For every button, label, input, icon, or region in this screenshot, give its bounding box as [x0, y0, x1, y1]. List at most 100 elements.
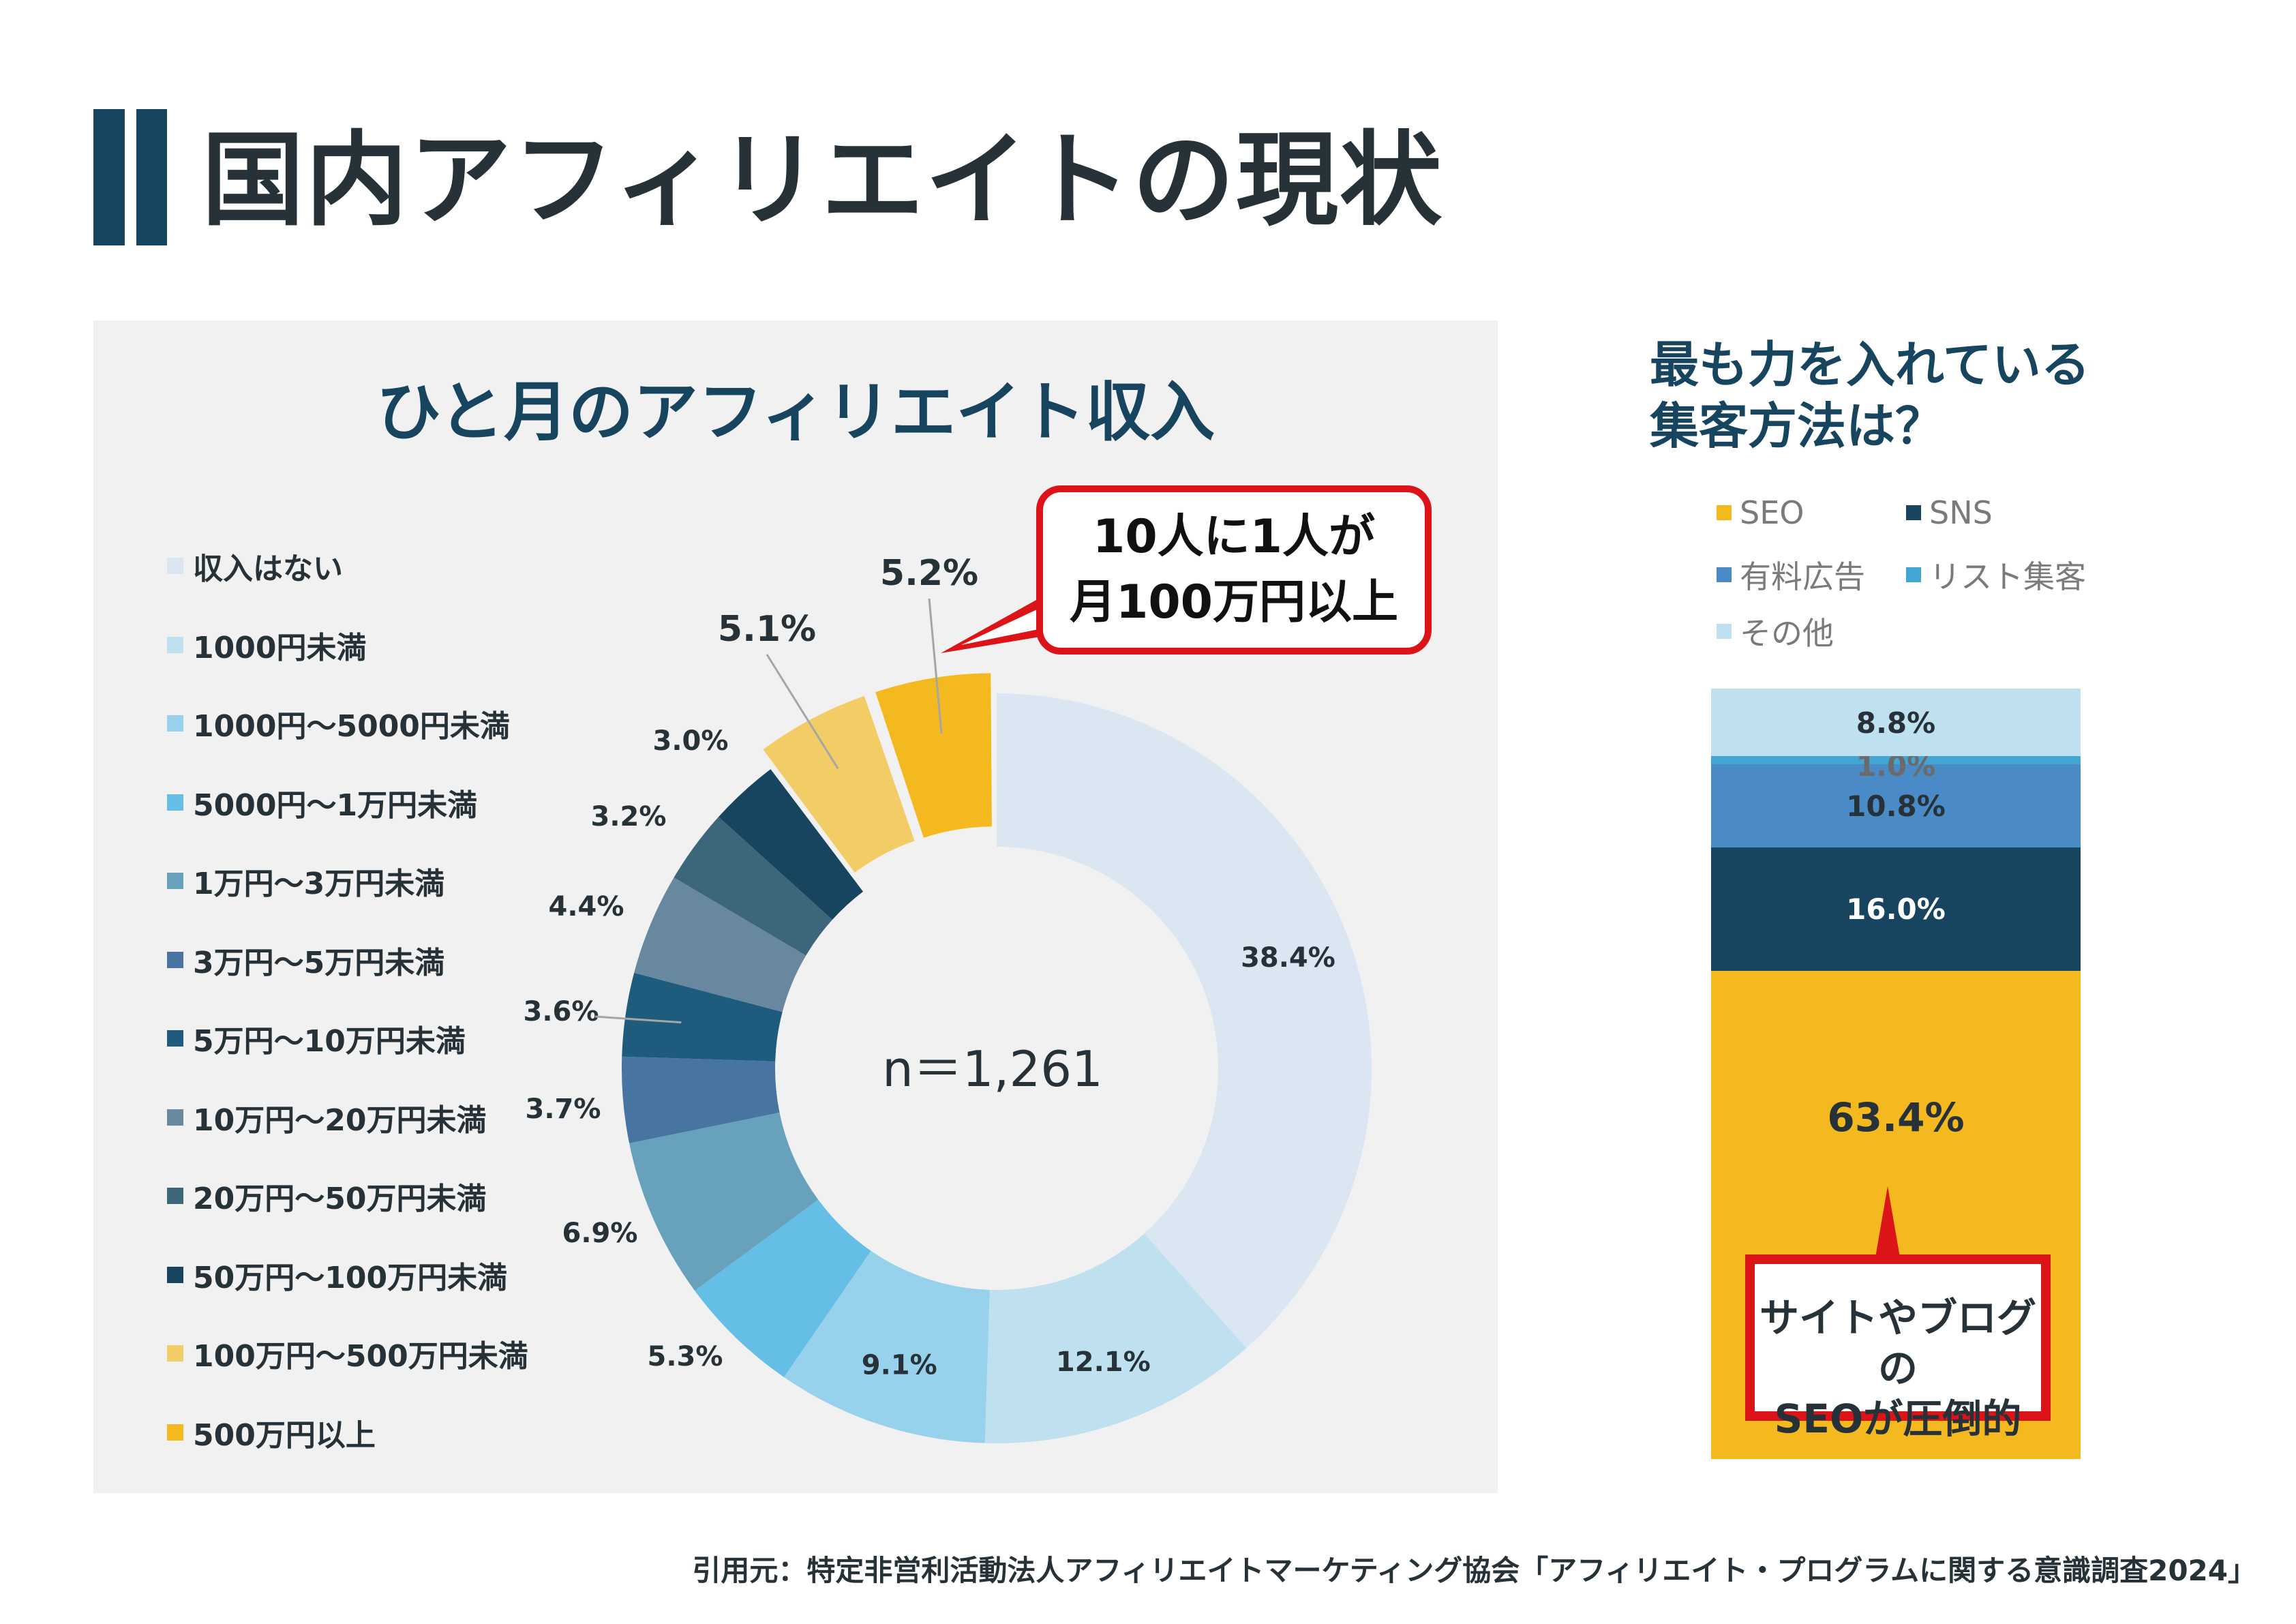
legend-item: 3万円～5万円未満 [167, 939, 444, 980]
legend-item: 収入はない [167, 545, 343, 586]
legend-swatch [167, 1266, 183, 1283]
legend-swatch [167, 951, 183, 968]
slice-label: 12.1% [1056, 1347, 1151, 1378]
donut-slice [695, 1199, 871, 1377]
legend-item: 5000円～1万円未満 [167, 782, 477, 823]
leader-line [766, 654, 839, 770]
donut-slice [719, 769, 864, 920]
stack-segment [1711, 689, 2081, 757]
legend-swatch [1717, 505, 1732, 520]
slice-label: 3.2% [591, 801, 667, 832]
legend-swatch [1906, 567, 1921, 582]
method-legend-item: 有料広告 [1717, 552, 1865, 597]
legend-item: 500万円以上 [167, 1412, 376, 1453]
donut-slice [984, 1233, 1247, 1443]
donut-slice [784, 1250, 990, 1443]
callout-line: 10人に1人が [1093, 510, 1375, 564]
legend-item: 1000円～5000円未満 [167, 703, 510, 744]
donut-slice [875, 673, 992, 838]
donut-center-label: n＝1,261 [882, 1040, 1103, 1098]
slice-label: 5.2% [880, 553, 978, 594]
legend-item: 20万円～50万円未満 [167, 1175, 486, 1216]
legend-swatch [1717, 624, 1732, 639]
legend-label: 5万円～10万円未満 [193, 1024, 466, 1059]
legend-label: 10万円～20万円未満 [193, 1102, 487, 1138]
legend-swatch [167, 715, 183, 732]
legend-label: その他 [1740, 615, 1834, 652]
slice-label: 5.3% [648, 1341, 723, 1372]
stack-segment [1711, 764, 2081, 847]
legend-swatch [167, 1109, 183, 1126]
method-legend-item: その他 [1717, 609, 1834, 654]
legend-label: 50万円～100万円未満 [193, 1260, 508, 1295]
page-title: 国内アフィリエイトの現状 [202, 121, 1444, 240]
legend-label: 500万円以上 [193, 1417, 376, 1453]
legend-swatch [167, 1345, 183, 1362]
stack-segment [1711, 847, 2081, 971]
legend-swatch [167, 1030, 183, 1047]
method-title-line: 集客方法は？ [1650, 397, 1945, 455]
donut-slice [763, 695, 915, 873]
stack-segment-label: 16.0% [1846, 892, 1946, 927]
legend-swatch [1717, 567, 1732, 582]
seo-callout: サイトやブログの SEOが圧倒的 [1745, 1254, 2051, 1442]
legend-swatch [167, 873, 183, 889]
method-legend-item: SEO [1717, 494, 1804, 531]
legend-item: 1000円未満 [167, 625, 366, 665]
title-accent-bar [93, 109, 125, 245]
legend-label: 100万円～500万円未満 [193, 1339, 528, 1374]
legend-label: 3万円～5万円未満 [193, 945, 445, 980]
legend-label: 1000円～5000円未満 [193, 709, 510, 744]
callout-tail [941, 593, 1048, 653]
stack-segment-label: 8.8% [1856, 706, 1936, 740]
legend-item: 100万円～500万円未満 [167, 1333, 528, 1374]
legend-label: SNS [1929, 494, 1993, 531]
legend-item: 1万円～3万円未満 [167, 860, 444, 901]
donut-slice [622, 1056, 780, 1143]
method-legend-item: SNS [1906, 494, 1993, 531]
legend-item: 10万円～20万円未満 [167, 1097, 486, 1138]
legend-swatch [1906, 505, 1921, 520]
slice-label: 38.4% [1241, 942, 1335, 974]
legend-swatch [167, 1424, 183, 1441]
method-legend-item: リスト集客 [1906, 552, 2086, 597]
income-chart-title: ひと月のアフィリエイト収入 [376, 375, 1215, 450]
legend-swatch [167, 558, 183, 574]
legend-label: 5000円～1万円未満 [193, 787, 478, 823]
citation: 引用元：特定非営利活動法人アフィリエイトマーケティング協会「アフィリエイト・プロ… [692, 1554, 2256, 1587]
legend-swatch [167, 1188, 183, 1204]
slice-label: 6.9% [562, 1218, 638, 1249]
legend-label: 1000円未満 [193, 630, 367, 665]
legend-item: 50万円～100万円未満 [167, 1254, 507, 1295]
slice-label: 3.7% [526, 1094, 601, 1125]
income-callout: 10人に1人が 月100万円以上 [1036, 485, 1432, 655]
seo-callout-line: SEOが圧倒的 [1774, 1396, 2022, 1442]
slice-label: 5.1% [718, 609, 816, 650]
title-accent-bar [136, 109, 167, 245]
method-title-line: 最も力を入れている [1650, 336, 2090, 393]
slice-label: 3.6% [524, 996, 599, 1027]
slice-label: 9.1% [862, 1350, 937, 1381]
legend-label: 1万円～3万円未満 [193, 867, 445, 901]
donut-slice [622, 972, 783, 1062]
leader-line [594, 1015, 682, 1024]
leader-line [928, 598, 943, 734]
callout-line: 月100万円以上 [1070, 575, 1398, 629]
legend-label: 20万円～50万円未満 [193, 1182, 487, 1216]
legend-label: 有料広告 [1740, 558, 1865, 595]
donut-slice [629, 1112, 819, 1291]
stack-segment [1711, 756, 2081, 764]
legend-label: SEO [1740, 494, 1804, 531]
slice-label: 3.0% [653, 725, 729, 757]
donut-slice [674, 817, 832, 956]
slice-label: 4.4% [549, 891, 624, 922]
legend-label: 収入はない [193, 552, 343, 586]
legend-swatch [167, 636, 183, 653]
stack-segment-label: 63.4% [1827, 1094, 1965, 1141]
legend-label: リスト集客 [1929, 558, 2086, 595]
donut-slice [634, 877, 806, 1012]
seo-callout-tail [1875, 1186, 1900, 1257]
seo-callout-line: サイトやブログの [1759, 1295, 2036, 1392]
donut-slice [997, 693, 1372, 1349]
